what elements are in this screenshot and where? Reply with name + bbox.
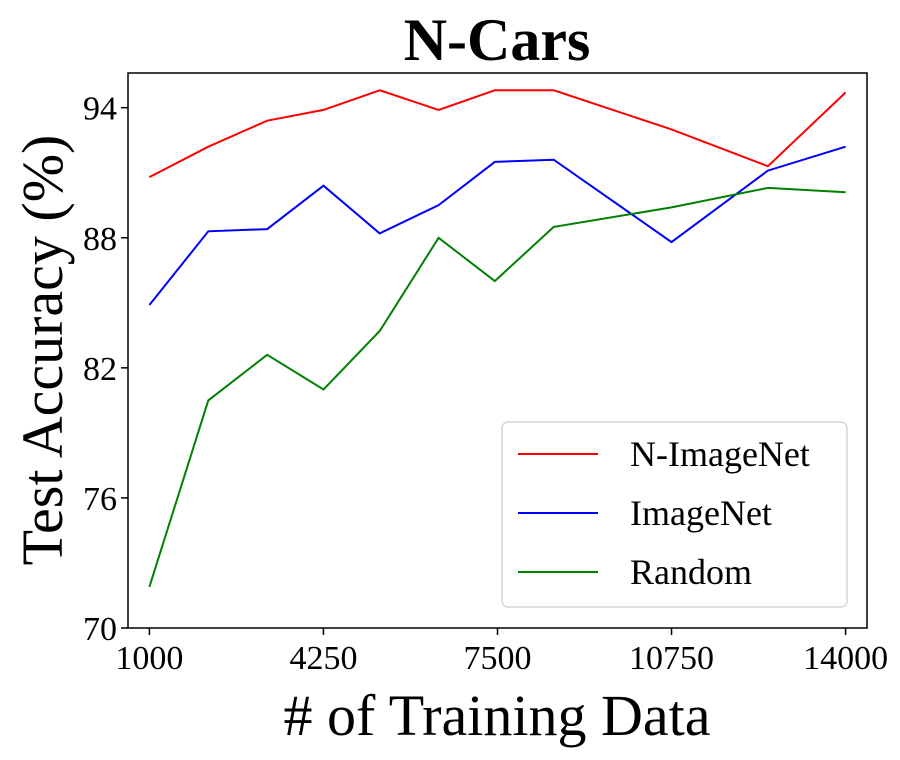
- y-axis: 70 76 82 88 94: [83, 91, 128, 648]
- series-line-imagenet: [148, 145, 846, 306]
- chart-title: N-Cars: [404, 7, 591, 73]
- legend-box: [501, 421, 848, 608]
- y-tick-label: 76: [83, 481, 117, 518]
- x-axis: 1000 4250 7500 10750 14000: [115, 628, 888, 677]
- series-line-random: [148, 186, 846, 588]
- x-tick-label: 14000: [803, 640, 888, 677]
- y-tick-label: 94: [83, 91, 117, 128]
- legend-label: Random: [630, 552, 752, 592]
- plot-area: [148, 89, 847, 588]
- legend: N-ImageNet ImageNet Random: [501, 421, 848, 608]
- x-tick-label: 4250: [289, 640, 357, 677]
- x-tick-label: 7500: [464, 640, 532, 677]
- legend-label: N-ImageNet: [630, 434, 810, 474]
- legend-label: ImageNet: [630, 493, 772, 533]
- x-tick-label: 1000: [115, 640, 183, 677]
- y-tick-label: 82: [83, 351, 117, 388]
- series-line-n-imagenet: [148, 89, 847, 178]
- x-axis-label: # of Training Data: [284, 683, 711, 748]
- y-axis-label: Test Accuracy (%): [10, 135, 75, 566]
- x-tick-label: 10750: [629, 640, 714, 677]
- y-tick-label: 88: [83, 221, 117, 258]
- y-tick-label: 70: [83, 611, 117, 648]
